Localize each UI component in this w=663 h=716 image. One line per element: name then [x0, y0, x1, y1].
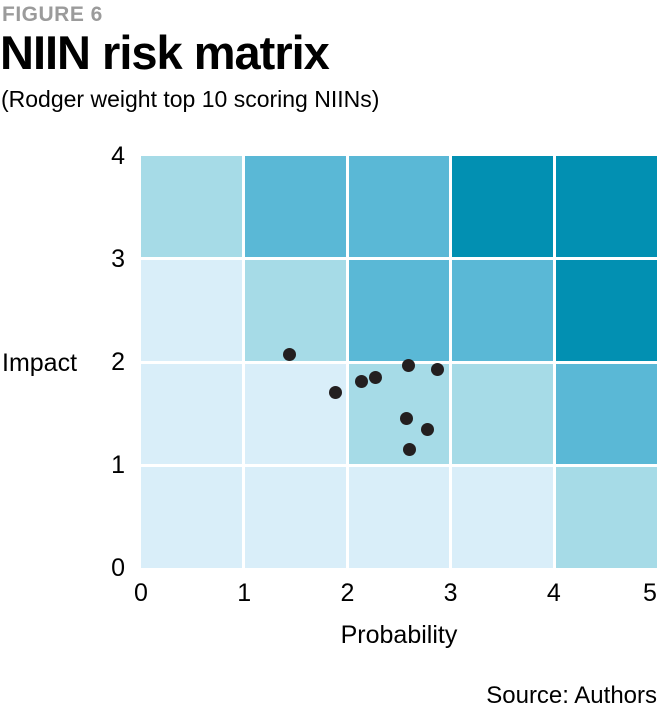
data-point — [328, 386, 342, 400]
risk-matrix-plot-area — [141, 156, 657, 568]
data-point — [430, 362, 444, 376]
risk-cell — [348, 259, 450, 361]
x-tick-label: 2 — [340, 579, 355, 607]
data-point — [355, 375, 369, 389]
risk-cell — [244, 467, 346, 568]
x-axis-ticks: 0 1 2 3 4 5 — [134, 578, 657, 608]
x-tick-label: 3 — [443, 579, 458, 607]
y-axis-ticks: 4 3 2 1 0 — [0, 142, 125, 582]
y-tick-label: 2 — [111, 348, 125, 376]
risk-cell — [141, 156, 242, 257]
scatter-points — [141, 156, 657, 568]
source-note: Source: Authors — [486, 682, 657, 709]
x-tick-label: 0 — [134, 579, 148, 607]
risk-cell — [244, 156, 346, 257]
y-tick-label: 3 — [111, 245, 125, 273]
x-axis-title: Probability — [340, 621, 458, 649]
heatmap-cells — [141, 156, 657, 568]
risk-cell — [244, 259, 346, 361]
figure-title: NIIN risk matrix — [0, 26, 330, 79]
risk-cell — [556, 467, 657, 568]
risk-cell — [141, 363, 242, 465]
y-axis-title: Impact — [2, 349, 78, 377]
data-point — [421, 423, 435, 437]
risk-cell — [452, 467, 554, 568]
risk-cell — [452, 363, 554, 465]
data-point — [368, 370, 382, 384]
risk-cell — [556, 259, 657, 361]
risk-cell — [452, 259, 554, 361]
risk-cell — [452, 156, 554, 257]
risk-cell — [556, 156, 657, 257]
risk-cell — [244, 363, 346, 465]
x-tick-label: 1 — [237, 579, 252, 607]
y-tick-label: 4 — [111, 142, 125, 170]
risk-cell — [348, 156, 450, 257]
x-tick-label: 4 — [546, 579, 561, 607]
y-tick-label: 1 — [111, 451, 125, 479]
data-point — [402, 443, 416, 457]
y-tick-label: 0 — [111, 554, 125, 582]
risk-cell — [141, 259, 242, 361]
risk-cell — [348, 467, 450, 568]
risk-cell — [141, 467, 242, 568]
x-tick-label: 5 — [643, 579, 657, 607]
risk-cell — [556, 363, 657, 465]
figure-label: FIGURE 6 — [2, 3, 103, 26]
data-point — [401, 358, 415, 372]
data-point — [399, 412, 413, 426]
data-point — [283, 348, 297, 362]
figure-subtitle: (Rodger weight top 10 scoring NIINs) — [1, 86, 380, 112]
